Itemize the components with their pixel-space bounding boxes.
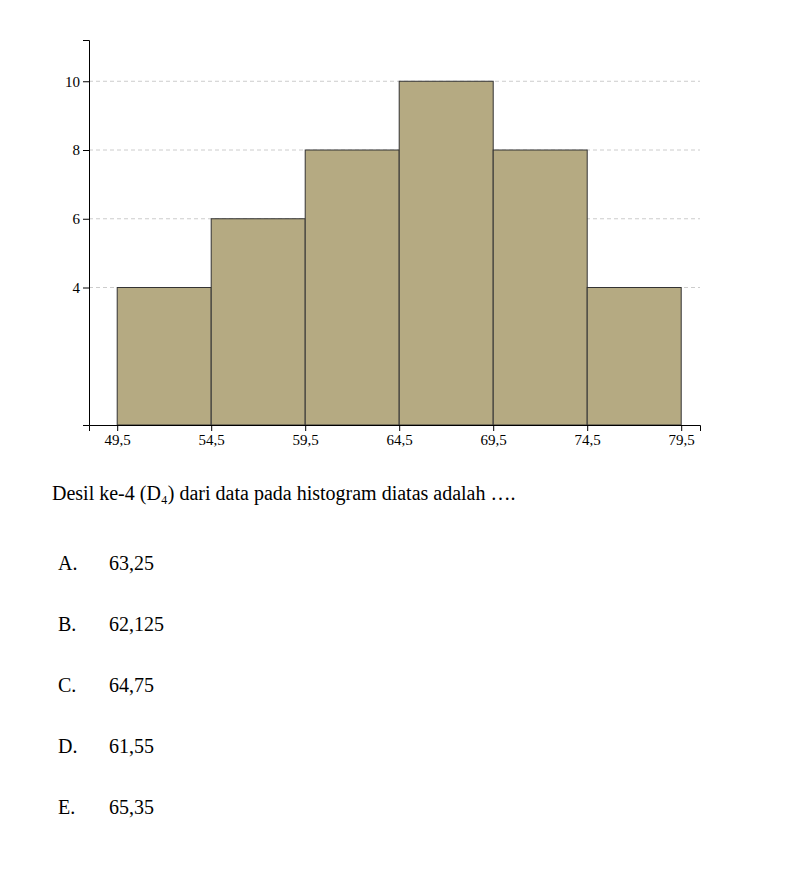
x-tick: 59,5: [293, 425, 319, 448]
x-tick-mark: [681, 425, 682, 431]
option-letter: D.: [58, 735, 77, 757]
x-tick-label: 74,5: [575, 432, 601, 448]
annotations: Desil ke-4 (D₄) dari data pada histogram…: [52, 482, 515, 818]
y-tick-label: 4: [73, 280, 81, 296]
y-tick: 10: [65, 74, 89, 90]
option-value: 61,55: [109, 735, 154, 757]
y-tick: 8: [73, 142, 90, 158]
question-text: Desil ke-4 (D₄) dari data pada histogram…: [52, 482, 515, 505]
y-tick-mark: [83, 288, 89, 289]
option-value: 63,25: [109, 552, 154, 574]
x-tick: 49,5: [105, 425, 131, 448]
x-tick-label: 69,5: [481, 432, 507, 448]
x-tick-mark: [305, 425, 306, 431]
x-tick-mark: [211, 425, 212, 431]
x-tick: 64,5: [387, 425, 413, 448]
x-tick-label: 79,5: [669, 432, 695, 448]
x-tick-label: 59,5: [293, 432, 319, 448]
x-tick-mark: [493, 425, 494, 431]
option-value: 64,75: [109, 674, 154, 696]
x-tick-label: 64,5: [387, 432, 413, 448]
y-axis-line: [83, 41, 90, 426]
option-letter: C.: [58, 674, 76, 696]
y-tick-mark: [83, 81, 89, 82]
x-tick-label: 49,5: [105, 432, 131, 448]
y-tick-label: 6: [73, 211, 81, 227]
bar: [305, 150, 399, 425]
x-tick-mark: [399, 425, 400, 431]
y-tick: 4: [73, 280, 90, 296]
x-tick: 54,5: [199, 425, 225, 448]
x-tick: 79,5: [669, 425, 695, 448]
option-value: 62,125: [109, 613, 164, 635]
option-letter: B.: [58, 613, 76, 635]
grid-line: [89, 81, 700, 82]
y-tick-mark: [83, 219, 89, 220]
y-axis: 4 6 8 10: [65, 41, 90, 426]
bar: [117, 288, 211, 426]
bar: [399, 81, 493, 425]
y-tick-label: 8: [73, 142, 81, 158]
bar: [211, 219, 305, 425]
bar: [493, 150, 587, 425]
bars: [117, 81, 681, 425]
y-tick-mark: [83, 150, 89, 151]
chart-svg: 49,5 54,5 59,5 64,5 69,5 74,5 79,5 4 6 8 10 Desil k…: [0, 0, 806, 894]
x-tick-label: 54,5: [199, 432, 225, 448]
y-tick-label: 10: [65, 74, 80, 90]
option-letter: E.: [58, 796, 75, 818]
y-tick: 6: [73, 211, 90, 227]
option-letter: A.: [58, 552, 77, 574]
x-axis: 49,5 54,5 59,5 64,5 69,5 74,5 79,5: [90, 425, 701, 448]
bar: [587, 288, 681, 426]
x-tick: 74,5: [575, 425, 601, 448]
x-tick-mark: [587, 425, 588, 431]
x-tick: 69,5: [481, 425, 507, 448]
plot-area: 49,5 54,5 59,5 64,5 69,5 74,5 79,5 4 6 8 10: [65, 41, 701, 448]
option-value: 65,35: [109, 796, 154, 818]
x-tick-mark: [117, 425, 118, 431]
x-axis-line: [90, 426, 701, 432]
